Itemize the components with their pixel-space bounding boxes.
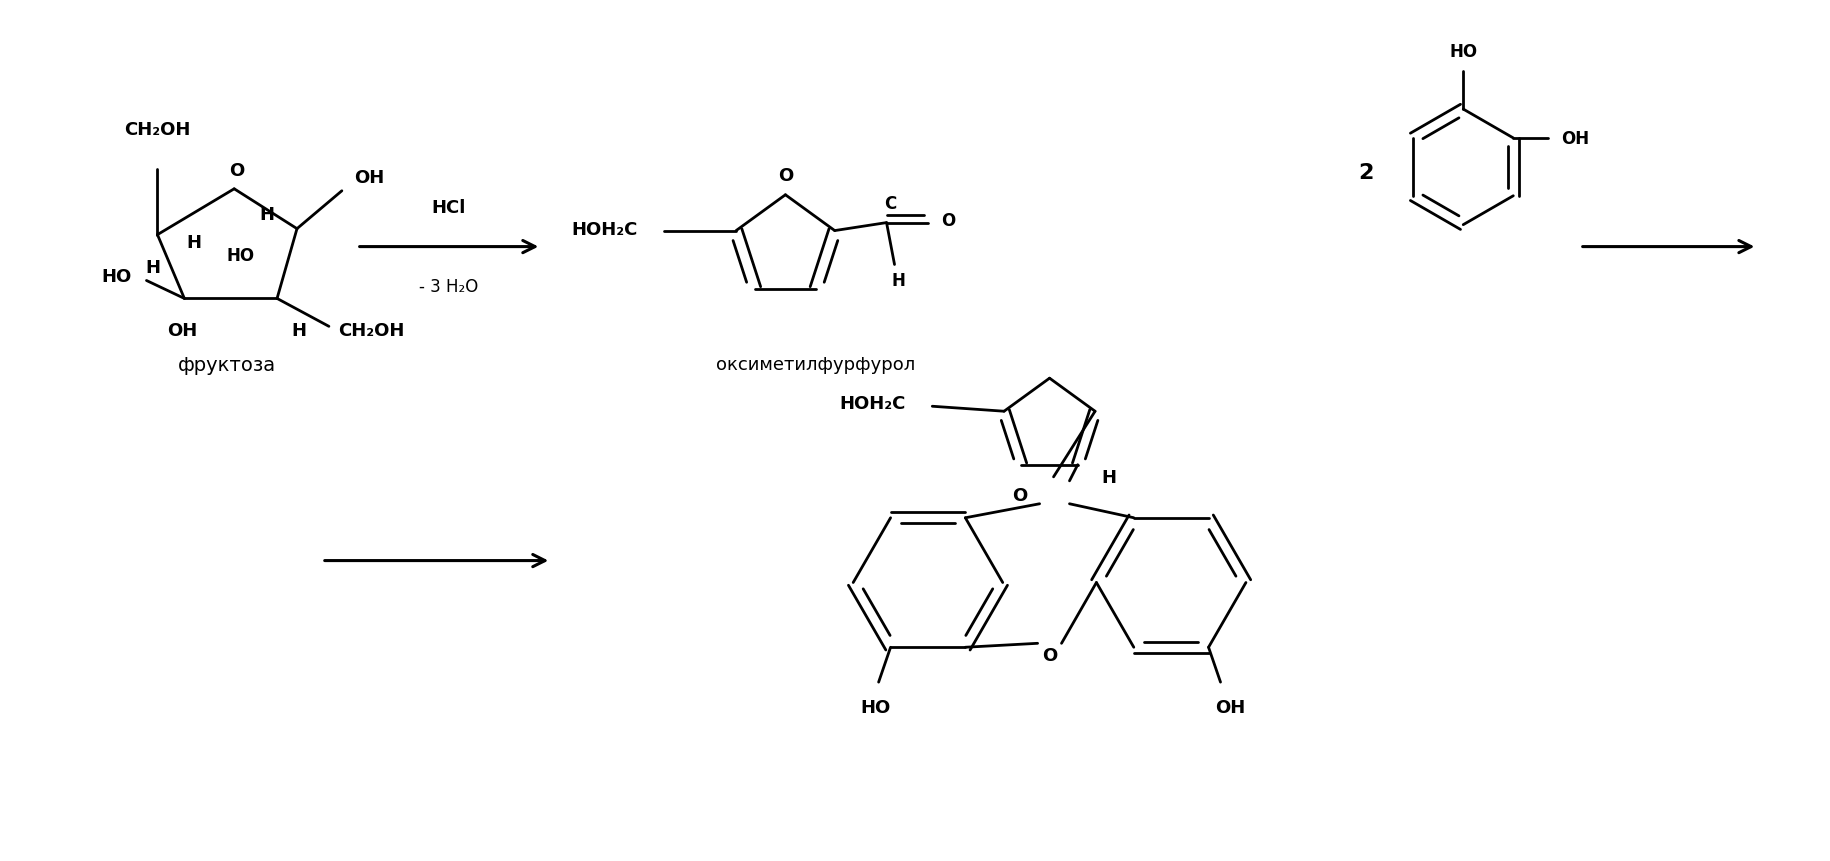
Text: HOH₂C: HOH₂C [840,395,906,412]
Text: O: O [1041,647,1058,665]
Text: оксиметилфурфурол: оксиметилфурфурол [716,356,915,374]
Text: HO: HO [101,268,132,286]
Text: CH₂OH: CH₂OH [339,322,404,340]
Text: HO: HO [1449,43,1477,61]
Text: H: H [187,233,201,251]
Text: O: O [941,211,955,229]
Text: O: O [229,162,245,180]
Text: HO: HO [227,246,254,264]
Text: CH₂OH: CH₂OH [124,121,190,139]
Text: O: O [1012,486,1027,505]
Text: фруктоза: фруктоза [178,356,276,375]
Text: H: H [1102,468,1116,486]
Text: HCl: HCl [432,199,465,216]
Text: - 3 H₂O: - 3 H₂O [419,278,478,296]
Text: OH: OH [1215,698,1246,716]
Text: H: H [291,322,306,340]
Text: OH: OH [167,322,198,340]
Text: 2: 2 [1358,163,1372,183]
Text: HOH₂C: HOH₂C [571,220,637,238]
Text: OH: OH [353,169,384,187]
Text: H: H [260,206,274,224]
Text: C: C [884,195,897,213]
Text: HO: HO [860,698,891,716]
Text: OH: OH [1561,130,1588,148]
Text: H: H [145,258,159,276]
Text: H: H [891,272,906,290]
Text: O: O [778,167,792,184]
